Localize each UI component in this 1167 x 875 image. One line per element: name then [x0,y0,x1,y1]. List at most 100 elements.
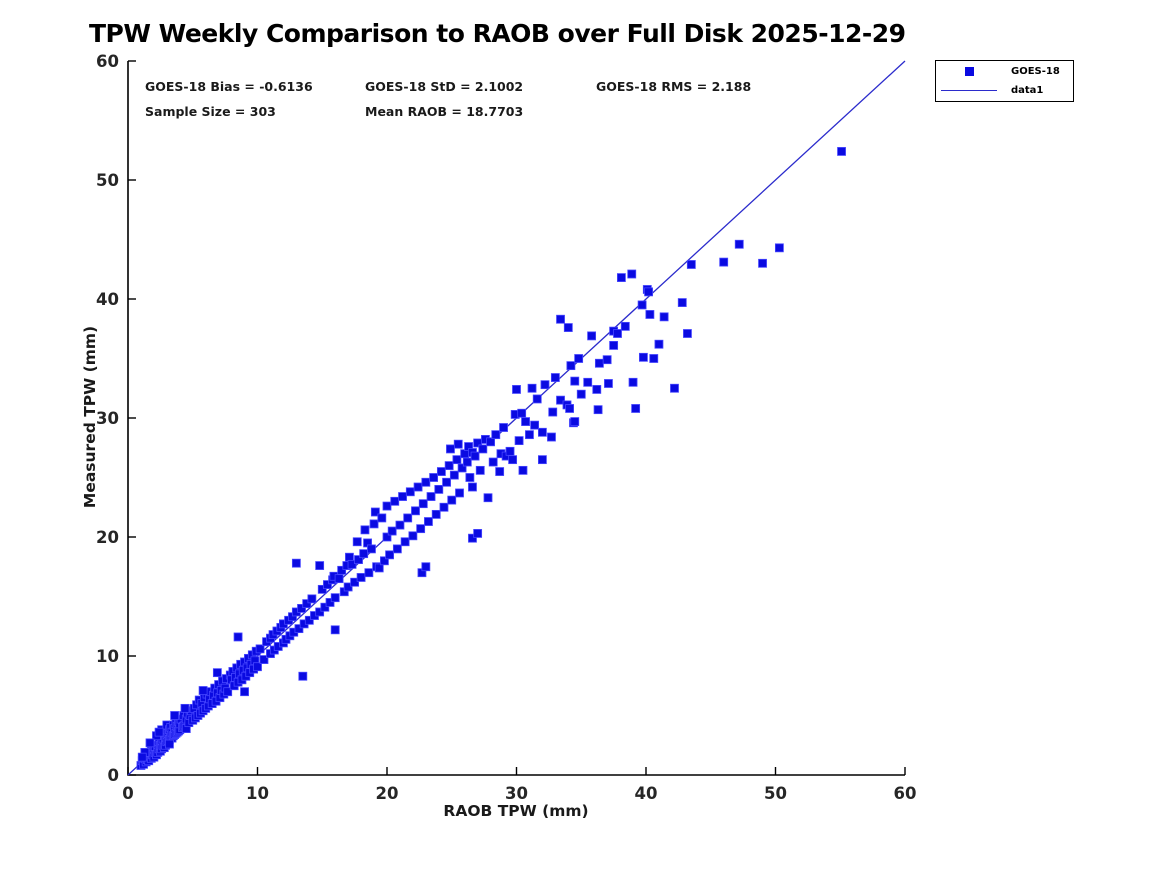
scatter-point [637,300,647,310]
scatter-point [468,482,477,492]
scatter-point [538,455,547,465]
scatter-point [462,457,472,467]
scatter-point [315,607,325,617]
scatter-point [370,507,380,517]
scatter-point [382,532,392,542]
scatter-point [574,354,584,363]
scatter-point [473,529,483,538]
scatter-point [645,310,655,319]
legend-entry-goes18: GOES-18 [936,62,1073,81]
scatter-point [491,430,501,440]
scatter-point [613,329,622,338]
scatter-point [377,513,387,523]
scatter-point [659,312,669,322]
scatter-point [644,287,653,297]
scatter-point [514,436,524,446]
scatter-point [421,477,431,487]
stat-mean-raob: Mean RAOB = 18.7703 [365,104,524,119]
scatter-point [304,615,314,625]
scatter-point [233,632,243,642]
scatter-point [330,625,340,635]
scatter-point [137,752,147,762]
scatter-point [400,537,410,547]
scatter-point [719,257,729,267]
scatter-point [527,383,537,393]
scatter-point [416,524,426,534]
scatter-point [734,239,744,249]
scatter-point [686,260,696,269]
scatter-point [453,439,463,449]
scatter-point [360,525,370,535]
scatter-point [315,561,325,570]
scatter-point [525,430,534,440]
scatter-point [563,323,573,332]
scatter-point [421,562,431,572]
scatter-point [594,358,604,368]
x-tick-label: 20 [376,784,399,803]
scatter-point [616,273,626,282]
scatter-point [325,598,335,607]
scatter-point [429,473,439,482]
scatter-point [530,420,540,430]
legend-label: data1 [1011,85,1044,96]
scatter-point [628,377,638,387]
scatter-point [426,492,436,501]
scatter-point [439,502,449,512]
scatter-point [505,446,515,456]
legend-label: GOES-18 [1011,66,1060,77]
scatter-point [431,509,441,519]
scatter-point [620,321,630,331]
scatter-points [136,147,846,770]
scatter-point [255,644,265,654]
scatter-point [550,373,560,382]
scatter-point [369,519,379,529]
scatter-point [350,577,360,587]
legend-entry-data1: data1 [936,81,1073,100]
scatter-point [457,463,467,473]
scatter-point [508,455,518,465]
scatter-point [403,513,413,523]
scatter-point [198,686,208,695]
scatter-point [405,487,415,497]
scatter-point [654,339,664,349]
y-tick-label: 50 [96,171,119,190]
scatter-point [294,624,304,634]
scatter-point [495,467,505,476]
scatter-point [374,563,384,573]
scatter-point [347,559,357,569]
scatter-point [446,444,455,454]
scatter-point [455,488,464,498]
square-marker-icon [964,67,974,76]
scatter-point [298,671,308,681]
scatter-point [334,574,344,584]
line-sample-icon [941,90,997,91]
scatter-point [387,526,397,536]
scatter-point [602,355,612,365]
x-axis-ticks: 0 10 20 30 40 50 60 [122,767,916,803]
scatter-point [352,537,362,547]
scatter-point [639,352,648,362]
scatter-point [323,580,332,589]
scatter-point [291,558,301,568]
scatter-point [470,451,480,461]
scatter-point [758,258,767,268]
scatter-point [556,395,565,405]
scatter-point [468,533,477,543]
scatter-point [395,520,405,530]
y-tick-label: 0 [108,766,119,785]
x-tick-label: 40 [635,784,658,803]
scatter-point [297,604,306,613]
scatter-point [517,408,527,418]
scatter-point [354,555,363,565]
scatter-point [547,432,556,442]
scatter-point [418,499,428,509]
scatter-point [302,599,312,609]
scatter-point [413,482,423,492]
scatter-point [540,380,550,390]
scatter-point [145,738,155,748]
scatter-point [337,565,347,575]
chart-title: TPW Weekly Comparison to RAOB over Full … [89,19,906,48]
scatter-point [499,423,508,432]
scatter-point [364,568,374,578]
